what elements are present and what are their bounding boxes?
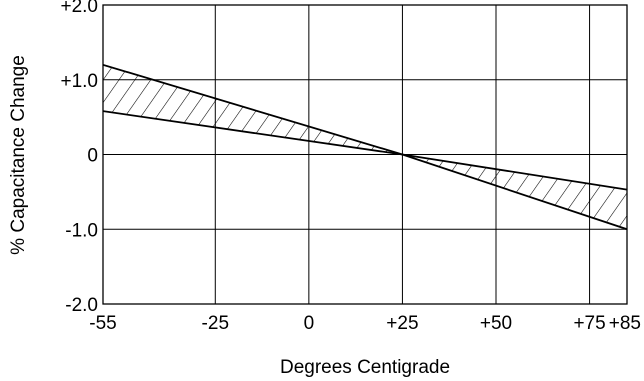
y-tick-label: 0 [87, 146, 98, 167]
x-tick-label: -55 [89, 313, 116, 334]
grid [103, 5, 627, 304]
hatched-band [103, 65, 627, 229]
series-line-1 [103, 111, 627, 189]
y-tick-label: -1.0 [65, 220, 98, 241]
x-tick-label: +85 [609, 313, 641, 334]
x-axis-label: Degrees Centigrade [280, 357, 450, 378]
y-tick-label: +1.0 [60, 71, 98, 92]
x-tick-labels: -55 -25 0 +25 +50 +75 +85 [89, 313, 641, 334]
x-tick-label: -25 [202, 313, 229, 334]
y-tick-labels: +2.0 +1.0 0 -1.0 -2.0 [60, 0, 98, 316]
y-tick-label: +2.0 [60, 0, 98, 17]
y-axis-label: % Capacitance Change [8, 55, 29, 255]
x-tick-label: 0 [304, 313, 315, 334]
hatched-band-area [103, 65, 627, 229]
x-tick-label: +50 [480, 313, 512, 334]
x-tick-label: +25 [386, 313, 418, 334]
y-tick-label: -2.0 [65, 295, 98, 316]
x-tick-label: +75 [573, 313, 605, 334]
